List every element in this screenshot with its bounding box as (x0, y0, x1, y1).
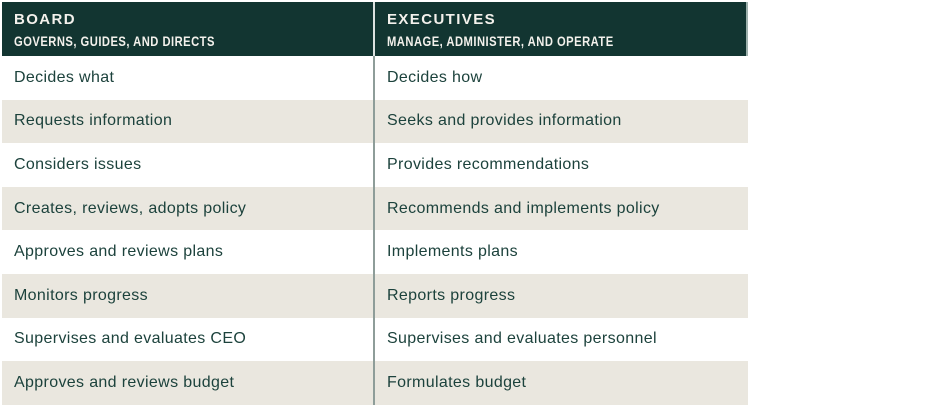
executives-cell: Seeks and provides information (373, 99, 748, 144)
board-cell: Approves and reviews budget (14, 373, 235, 391)
executives-cell: Formulates budget (373, 361, 748, 405)
table-body: Decides what Decides how Requests inform… (2, 56, 748, 405)
table-row: Monitors progress Reports progress (2, 273, 748, 318)
table-row: Approves and reviews budget Formulates b… (2, 361, 748, 405)
table-row: Creates, reviews, adopts policy Recommen… (2, 186, 748, 231)
board-column-subtitle: GOVERNS, GUIDES, AND DIRECTS (14, 33, 215, 49)
board-cell: Requests information (14, 112, 173, 130)
executives-cell: Supervises and evaluates personnel (373, 317, 748, 362)
board-cell: Supervises and evaluates CEO (14, 330, 247, 348)
board-cell: Creates, reviews, adopts policy (14, 199, 247, 217)
board-cell: Considers issues (14, 155, 142, 173)
board-executives-table: BOARD GOVERNS, GUIDES, AND DIRECTS EXECU… (2, 2, 748, 405)
executives-cell: Implements plans (373, 230, 748, 274)
executives-column-title: EXECUTIVES (387, 11, 497, 28)
executives-cell: Reports progress (373, 273, 748, 318)
executives-cell: Decides how (373, 56, 748, 100)
board-column-title: BOARD (14, 11, 76, 28)
executives-cell: Recommends and implements policy (373, 186, 748, 231)
table-row: Requests information Seeks and provides … (2, 99, 748, 144)
table-row: Supervises and evaluates CEO Supervises … (2, 317, 748, 362)
table-row: Decides what Decides how (2, 56, 748, 100)
table-row: Approves and reviews plans Implements pl… (2, 230, 748, 274)
executives-cell: Provides recommendations (373, 143, 748, 187)
board-cell: Monitors progress (14, 286, 148, 304)
table-header-row: BOARD GOVERNS, GUIDES, AND DIRECTS EXECU… (2, 2, 748, 56)
board-cell: Approves and reviews plans (14, 243, 224, 261)
header-cell-executives: EXECUTIVES MANAGE, ADMINISTER, AND OPERA… (373, 2, 746, 56)
table-row: Considers issues Provides recommendation… (2, 143, 748, 187)
board-cell: Decides what (14, 68, 115, 86)
header-cell-board: BOARD GOVERNS, GUIDES, AND DIRECTS (2, 2, 373, 56)
executives-column-subtitle: MANAGE, ADMINISTER, AND OPERATE (387, 33, 614, 49)
